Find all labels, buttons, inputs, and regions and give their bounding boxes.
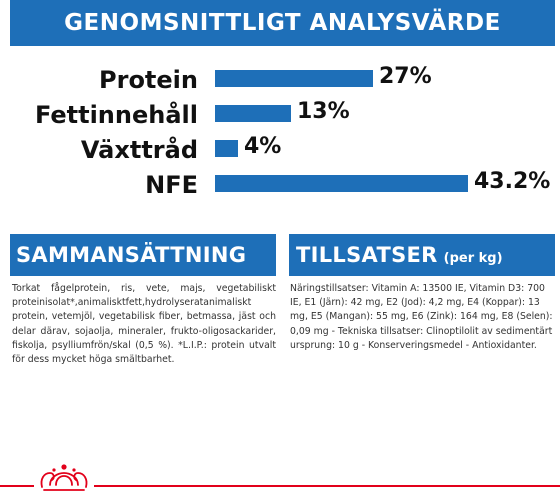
analysis-label-fat: Fettinnehåll (34, 101, 198, 129)
composition-title: SAMMANSÄTTNING (16, 243, 247, 267)
analysis-title: GENOMSNITTLIGT ANALYSVÄRDE (64, 10, 501, 36)
composition-text: Torkat fågelprotein, ris, vete, majs, ve… (12, 283, 276, 366)
additives-banner: TILLSATSER (per kg) (289, 234, 555, 276)
additives-text: Näringstillsatser: Vitamin A: 13500 IE, … (290, 283, 553, 351)
analysis-label-protein: Protein (99, 66, 198, 94)
composition-banner: SAMMANSÄTTNING (10, 234, 276, 276)
royal-canin-crown-icon (34, 459, 94, 495)
analysis-bar-fat (215, 105, 291, 122)
analysis-value-protein: 27% (379, 64, 432, 89)
analysis-value-fiber: 4% (244, 134, 282, 159)
additives-unit: (per kg) (443, 250, 503, 266)
analysis-label-nfe: NFE (145, 171, 198, 199)
analysis-value-nfe: 43.2% (474, 169, 551, 194)
analysis-label-fiber: Växttråd (80, 136, 198, 164)
analysis-bar-protein (215, 70, 373, 87)
additives-title: TILLSATSER (296, 243, 438, 267)
analysis-bar-fiber (215, 140, 238, 157)
analysis-title-banner: GENOMSNITTLIGT ANALYSVÄRDE (10, 0, 555, 46)
analysis-bar-nfe (215, 175, 468, 192)
brand-divider (0, 485, 560, 487)
analysis-value-fat: 13% (297, 99, 350, 124)
